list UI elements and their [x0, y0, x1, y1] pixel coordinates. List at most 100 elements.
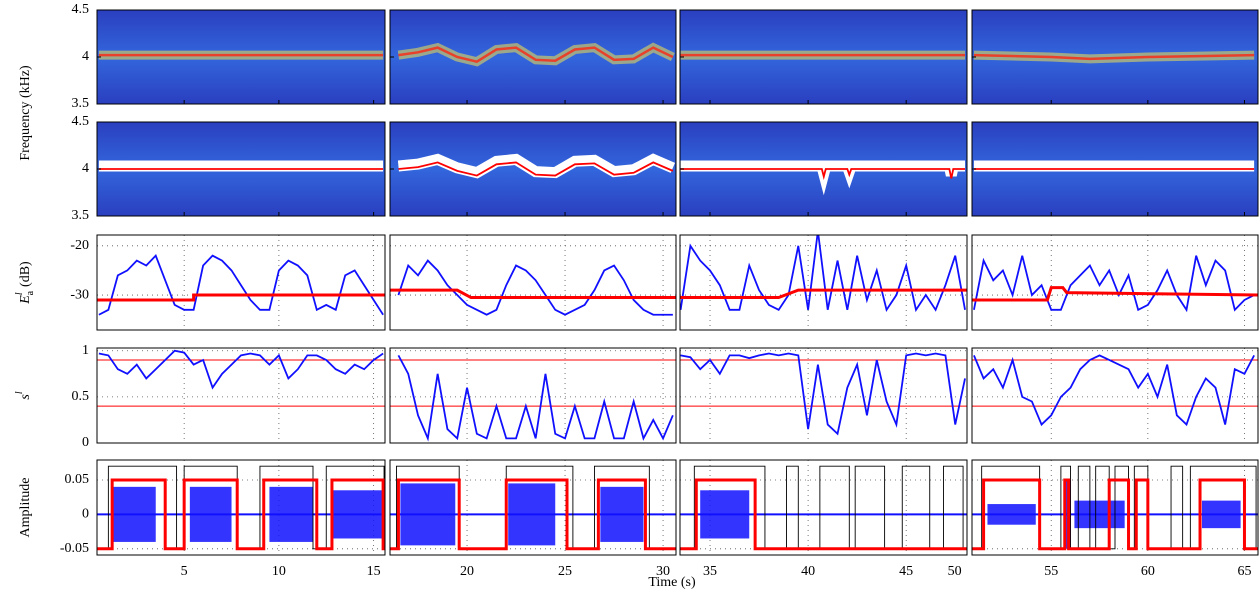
estimate-band — [397, 153, 676, 179]
y-axis-label: sl — [14, 391, 33, 399]
y-tick-label: -20 — [70, 238, 89, 253]
panel-content — [972, 460, 1258, 555]
x-tick-label: 45 — [899, 564, 913, 579]
x-tick-label: 5 — [181, 564, 188, 579]
panel-content — [397, 153, 676, 179]
panel-frame — [96, 459, 386, 556]
panel-content — [397, 42, 675, 67]
panel-frame — [971, 9, 1259, 105]
panel — [972, 348, 1258, 443]
y-axis-label: Amplitude — [18, 478, 33, 538]
x-tick-label: 55 — [1044, 564, 1058, 579]
panel — [972, 235, 1258, 330]
y-axis-label: Ela (dB) — [14, 261, 36, 305]
x-tick-label: 65 — [1237, 564, 1251, 579]
similarity-trace — [397, 354, 674, 442]
y-tick-label: 0 — [82, 435, 89, 450]
panel — [390, 235, 676, 330]
y-tick-label: 0.05 — [65, 472, 90, 487]
waveform-burst — [400, 483, 456, 546]
panel-content — [680, 460, 967, 555]
y-tick-label: -30 — [70, 287, 89, 302]
waveform-burst — [331, 490, 384, 539]
frequency-estimate — [680, 168, 966, 181]
y-tick-label: 4 — [82, 49, 89, 64]
panel-frame — [96, 347, 386, 444]
panel-content — [680, 235, 967, 330]
y-tick-label: 4.5 — [72, 114, 90, 129]
detection-gate — [680, 478, 967, 551]
waveform-burst — [269, 486, 313, 542]
y-tick-label: 1 — [82, 343, 89, 358]
panel-frame — [389, 347, 677, 444]
x-tick-label: 15 — [367, 564, 381, 579]
panel-frame — [96, 9, 386, 105]
panel-frame — [679, 234, 968, 331]
panel-frame — [389, 234, 677, 331]
panel-frame — [96, 121, 386, 217]
x-tick-label: 30 — [656, 564, 670, 579]
energy-threshold — [390, 288, 676, 300]
y-axis-label: Frequency (kHz) — [18, 65, 33, 161]
panel-frame — [679, 9, 968, 105]
detection-gate — [972, 478, 1258, 551]
panel-content — [97, 235, 385, 330]
x-axis-label: Time (s) — [648, 575, 696, 590]
panel-frame — [971, 459, 1259, 556]
energy-threshold — [97, 293, 385, 302]
energy-trace — [397, 259, 673, 316]
waveform-burst — [600, 486, 644, 542]
energy-threshold — [972, 286, 1258, 302]
reference-gate — [972, 465, 1258, 550]
panel-frame — [679, 347, 968, 444]
x-tick-label: 35 — [703, 564, 717, 579]
panel-content — [680, 160, 966, 196]
panel-content — [98, 160, 384, 172]
similarity-trace — [680, 352, 966, 436]
similarity-trace — [973, 354, 1255, 427]
similarity-trace — [98, 349, 384, 390]
panel-content — [390, 460, 676, 555]
panel-content — [390, 235, 676, 330]
waveform-burst — [700, 490, 750, 539]
panel-frame — [679, 459, 968, 556]
panel-frame — [971, 347, 1259, 444]
energy-trace — [98, 254, 384, 316]
panel-frame — [679, 121, 968, 217]
panel-content — [97, 460, 385, 555]
reference-gate — [390, 465, 676, 550]
panel-content — [972, 348, 1258, 443]
x-tick-label: 25 — [558, 564, 572, 579]
detection-gate — [97, 478, 385, 551]
energy-trace — [973, 255, 1255, 313]
panel-frame — [389, 9, 677, 105]
symbol: E — [18, 295, 33, 305]
panel — [97, 348, 385, 443]
y-tick-label: 4 — [82, 161, 89, 176]
panel-frame — [971, 121, 1259, 217]
x-tick-label: 20 — [460, 564, 474, 579]
y-tick-label: 3.5 — [72, 208, 90, 223]
panel-frame — [389, 459, 677, 556]
waveform-burst — [1201, 500, 1241, 529]
unit: (dB) — [18, 261, 33, 287]
y-tick-label: -0.05 — [60, 541, 89, 556]
frequency-estimate — [398, 161, 674, 177]
detection-gate — [390, 478, 676, 551]
panel-content — [680, 348, 967, 443]
y-tick-label: 0.5 — [72, 389, 90, 404]
x-tick-label: 40 — [801, 564, 815, 579]
panel-content — [972, 235, 1258, 330]
subscript: a — [25, 290, 36, 295]
waveform-burst — [112, 486, 156, 542]
symbol: s — [18, 394, 33, 400]
y-tick-label: 0 — [82, 507, 89, 522]
y-tick-label: 4.5 — [72, 2, 90, 17]
x-tick-label: 50 — [948, 564, 962, 579]
panel — [97, 235, 385, 330]
panel-content — [390, 348, 676, 443]
superscript: l — [14, 292, 25, 295]
superscript: l — [14, 391, 25, 394]
waveform-burst — [508, 483, 556, 546]
